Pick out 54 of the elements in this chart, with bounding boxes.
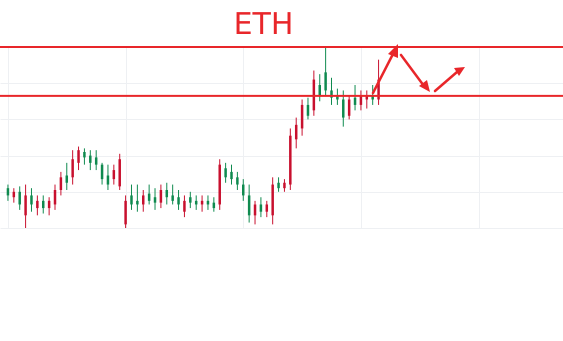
candlestick <box>206 194 210 210</box>
candlestick <box>160 184 162 209</box>
candlestick <box>306 97 310 120</box>
candlestick <box>30 188 33 212</box>
candlestick <box>6 184 10 202</box>
candlestick <box>348 95 350 120</box>
candlestick <box>260 196 262 218</box>
candlestick <box>166 182 168 205</box>
candlestick <box>54 184 56 210</box>
candlestick <box>300 98 304 136</box>
candlestick <box>42 194 44 214</box>
candlestick <box>266 200 268 218</box>
candlestick <box>318 74 321 102</box>
candlestick <box>230 164 233 186</box>
candlestick <box>106 164 110 190</box>
candlestick <box>248 184 250 224</box>
candlestick <box>18 186 21 210</box>
candlestick <box>254 200 256 225</box>
candlestick <box>71 150 74 186</box>
candlestick <box>48 196 50 216</box>
candlestick <box>66 162 68 190</box>
candlestick <box>94 150 98 171</box>
candlestick <box>89 150 92 171</box>
candlestick <box>236 171 239 190</box>
candlestick <box>242 178 245 202</box>
candlestick <box>171 184 174 205</box>
candlestick <box>148 184 150 205</box>
candlestick <box>12 188 16 204</box>
candlestick <box>200 194 204 212</box>
candlestick <box>100 162 104 186</box>
candlestick <box>177 189 180 210</box>
candlestick <box>189 191 192 209</box>
candlestick <box>283 178 286 192</box>
candlestick <box>342 90 345 128</box>
candlestick <box>294 117 298 149</box>
candlestick <box>24 184 27 228</box>
candlestick <box>130 184 133 210</box>
candlestick <box>224 162 227 184</box>
chart-title: ETH <box>234 7 294 42</box>
candlestick <box>36 194 39 216</box>
candlestick <box>83 148 86 166</box>
candlestick <box>183 194 186 218</box>
candlestick <box>354 84 356 111</box>
candlestick <box>154 188 156 210</box>
candlestick <box>124 194 127 228</box>
candlestick <box>136 184 139 212</box>
candlestick <box>194 194 198 210</box>
candlestick <box>142 189 144 212</box>
candlestick <box>277 176 280 192</box>
candlestick <box>77 146 80 171</box>
candlestick <box>324 46 327 96</box>
candlestick <box>212 196 216 212</box>
candlestick <box>112 164 116 186</box>
candlestick <box>60 171 62 196</box>
